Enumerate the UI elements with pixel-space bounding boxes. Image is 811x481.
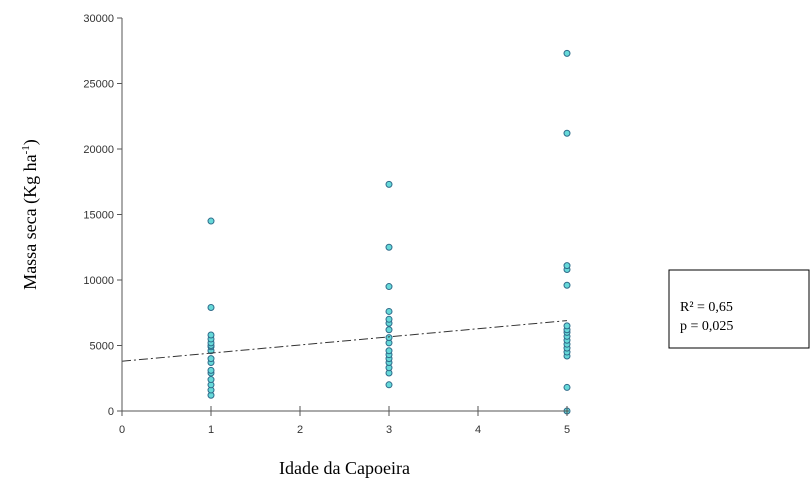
x-tick-label: 0 [119,424,125,436]
data-points [207,49,571,415]
data-point [563,129,571,137]
data-point [385,347,393,355]
data-point [385,180,393,188]
data-point [563,49,571,57]
y-axis-title: Massa seca (Kg ha-1) [20,139,41,290]
y-tick-label: 15000 [83,210,114,222]
y-tick-label: 10000 [83,275,114,287]
y-axis-title-main: Massa seca (Kg ha [20,154,41,289]
trend-line [121,320,568,362]
x-tick-label: 2 [297,424,303,436]
plot-area [121,49,571,415]
data-point [563,383,571,391]
stats-box-border [668,269,810,349]
data-point [385,381,393,389]
x-tick-label: 4 [475,424,481,436]
data-point [385,243,393,251]
data-point [207,355,215,363]
r-squared-label: R² = 0,65 [680,300,733,315]
y-tick-label: 30000 [83,13,114,25]
y-axis-title-close: ) [20,139,41,145]
x-axis-title: Idade da Capoeira [279,458,410,478]
data-point [207,331,215,339]
axes: 0 1 2 3 4 5 0 5000 10000 15000 20000 25000 30000 [83,13,570,436]
y-tick-label: 25000 [83,79,114,91]
data-point [385,283,393,291]
y-tick-label: 20000 [83,144,114,156]
data-point [207,376,215,384]
data-point [207,217,215,225]
y-tick-label: 5000 [90,341,114,353]
y-axis-ticks: 0 5000 10000 15000 20000 25000 30000 [83,13,122,418]
y-tick-label: 0 [108,406,114,418]
data-point [207,304,215,312]
data-point [207,366,215,374]
x-tick-label: 3 [386,424,392,436]
data-point [563,322,571,330]
p-value-label: p = 0,025 [680,319,733,334]
data-point [385,326,393,334]
regression-stats-box: R² = 0,65 p = 0,025 [668,269,810,349]
x-tick-label: 1 [208,424,214,436]
data-point [563,262,571,270]
data-point [385,334,393,342]
x-tick-label: 5 [564,424,570,436]
data-point [385,307,393,315]
data-point [563,281,571,289]
data-point [385,315,393,323]
y-axis-title-exponent: -1 [20,145,32,154]
